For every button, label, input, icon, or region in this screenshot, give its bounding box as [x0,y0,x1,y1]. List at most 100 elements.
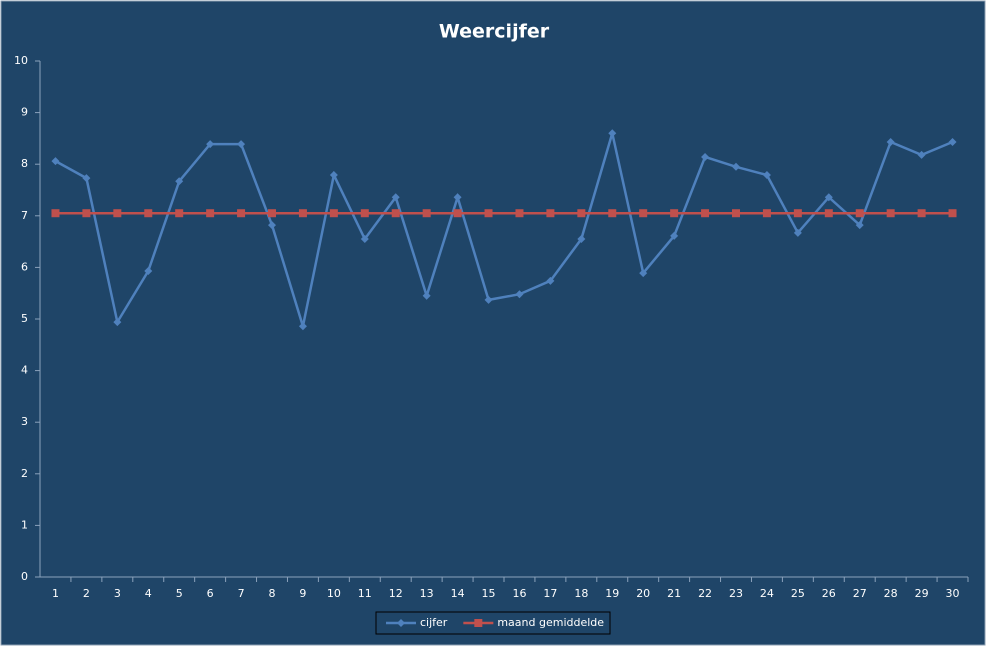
marker [577,235,586,244]
y-tick-label: 5 [21,312,28,325]
marker [639,209,648,218]
marker [917,150,926,159]
x-tick-label: 25 [791,587,805,600]
chart-title: Weercijfer [439,21,550,43]
marker [144,267,153,276]
marker [793,209,802,218]
x-tick-label: 7 [238,587,245,600]
marker [577,209,586,218]
marker [546,276,555,285]
marker [855,209,864,218]
marker [948,209,957,218]
y-tick-label: 1 [21,518,28,531]
marker [793,228,802,237]
marker [175,209,184,218]
marker [453,193,462,202]
marker [175,177,184,186]
x-tick-label: 15 [482,587,496,600]
y-tick-label: 7 [21,209,28,222]
marker [206,140,215,149]
marker [732,209,740,218]
x-tick-label: 24 [760,587,774,600]
marker [51,157,60,166]
marker [762,171,771,180]
x-tick-label: 4 [145,587,152,600]
legend-marker [474,619,483,627]
marker [268,209,276,218]
marker [886,209,895,218]
x-tick-label: 1 [52,587,59,600]
y-tick-label: 0 [21,570,28,583]
marker [422,209,431,218]
x-tick-label: 5 [176,587,183,600]
marker [948,138,957,147]
x-tick-label: 3 [114,587,121,600]
y-tick-label: 8 [21,157,28,170]
marker [298,322,307,331]
marker [701,152,710,161]
marker [608,209,617,218]
marker [824,193,833,202]
x-tick-label: 21 [667,587,681,600]
x-tick-label: 9 [299,587,306,600]
x-tick-label: 8 [269,587,276,600]
marker [670,209,679,218]
x-tick-label: 10 [327,587,341,600]
x-tick-label: 6 [207,587,214,600]
marker [670,231,679,240]
marker [329,171,338,180]
marker [268,221,276,230]
marker [206,209,215,218]
marker [51,209,60,218]
legend-marker [397,619,405,627]
marker [422,291,431,300]
x-tick-label: 14 [451,587,465,600]
x-tick-label: 22 [698,587,712,600]
marker [855,221,864,230]
marker [701,209,710,218]
marker [113,209,122,218]
y-tick-label: 2 [21,467,28,480]
marker [484,209,493,218]
x-tick-label: 18 [574,587,588,600]
marker [329,209,338,218]
x-tick-label: 2 [83,587,90,600]
marker [732,162,740,171]
marker [484,295,493,304]
y-tick-label: 6 [21,260,28,273]
x-tick-label: 20 [636,587,650,600]
x-tick-label: 29 [915,587,929,600]
x-tick-label: 17 [543,587,557,600]
y-tick-label: 10 [14,54,28,67]
marker [824,209,833,218]
legend-label: maand gemiddelde [497,616,604,629]
marker [762,209,771,218]
marker [82,209,91,218]
x-tick-label: 30 [946,587,960,600]
marker [144,209,153,218]
marker [360,209,369,218]
y-tick-label: 4 [21,364,28,377]
x-tick-label: 28 [884,587,898,600]
marker [237,209,246,218]
marker [453,209,462,218]
x-tick-label: 12 [389,587,403,600]
marker [391,193,400,202]
marker [237,140,246,149]
marker [515,290,524,299]
marker [608,129,617,138]
x-tick-label: 16 [512,587,526,600]
marker [546,209,555,218]
marker [886,138,895,147]
x-tick-label: 11 [358,587,372,600]
y-tick-label: 3 [21,415,28,428]
x-tick-label: 27 [853,587,867,600]
marker [113,318,122,327]
y-tick-label: 9 [21,106,28,119]
marker [298,209,307,218]
marker [639,269,648,278]
x-tick-label: 26 [822,587,836,600]
